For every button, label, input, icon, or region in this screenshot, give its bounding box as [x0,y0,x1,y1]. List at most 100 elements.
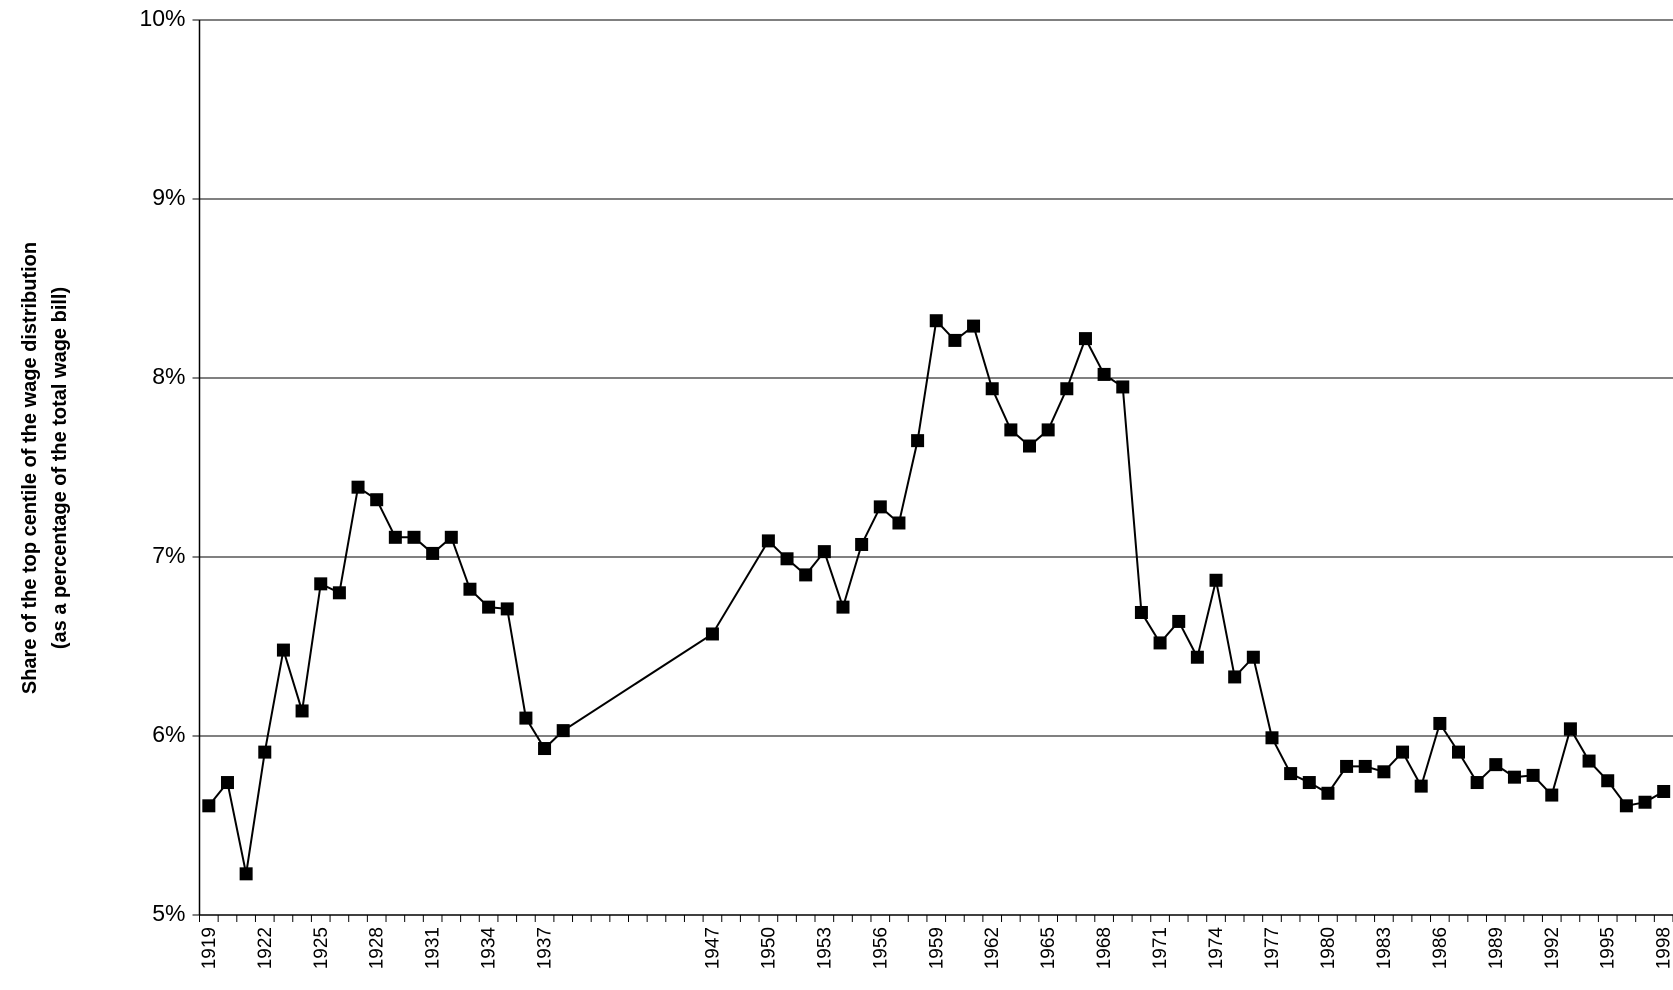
x-tick-label: 1956 [870,927,891,969]
y-tick-label: 9% [152,184,185,210]
marker [202,799,216,813]
marker [1097,367,1111,381]
y-axis-title: Share of the top centile of the wage dis… [19,242,41,694]
y-tick-label: 10% [139,5,185,31]
marker [314,577,328,591]
marker [239,867,253,881]
marker [929,314,943,328]
marker [1209,573,1223,587]
marker [388,530,402,544]
marker [1545,788,1559,802]
marker [892,516,906,530]
marker [873,500,887,514]
x-tick-label: 1998 [1654,927,1673,969]
marker [276,643,290,657]
marker [1563,722,1577,736]
line [208,318,1665,875]
x-tick-label: 1989 [1486,927,1507,969]
marker [1116,380,1130,394]
marker [332,586,346,600]
marker [1582,754,1596,768]
marker [1134,605,1148,619]
x-tick-label: 1971 [1150,927,1171,969]
marker [426,546,440,560]
marker [836,600,850,614]
x-tick-label: 1928 [367,927,388,969]
marker [295,704,309,718]
marker [1041,423,1055,437]
marker [1302,776,1316,790]
marker [1414,779,1428,793]
marker [1396,745,1410,759]
marker [1657,784,1671,798]
marker [985,382,999,396]
marker [258,745,272,759]
marker [1078,332,1092,346]
marker [1489,758,1503,772]
x-tick-label: 1931 [423,927,444,969]
y-tick-label: 6% [152,721,185,747]
x-tick-label: 1959 [926,927,947,969]
marker [500,602,514,616]
x-tick-label: 1937 [535,927,556,969]
marker [1246,650,1260,664]
marker [1507,770,1521,784]
marker [1004,423,1018,437]
marker [482,600,496,614]
marker [1470,776,1484,790]
marker [351,480,365,494]
x-tick-label: 1925 [311,927,332,969]
marker [1060,382,1074,396]
marker [1265,731,1279,745]
x-tick-label: 1922 [255,927,276,969]
marker [1638,795,1652,809]
y-tick-label: 8% [152,363,185,389]
marker [1321,786,1335,800]
marker [799,568,813,582]
marker [1340,759,1354,773]
marker [1526,768,1540,782]
marker [967,319,981,333]
x-tick-label: 1919 [199,927,220,969]
x-tick-label: 1947 [702,927,723,969]
marker [556,724,570,738]
x-tick-label: 1962 [982,927,1003,969]
x-tick-label: 1934 [479,927,500,970]
x-tick-label: 1992 [1542,927,1563,969]
marker [761,534,775,548]
x-tick-label: 1953 [814,927,835,969]
x-tick-label: 1974 [1206,927,1227,970]
marker [817,545,831,559]
y-tick-label: 7% [152,542,185,568]
x-tick-label: 1965 [1038,927,1059,969]
marker [370,493,384,507]
y-axis-title: (as a percentage of the total wage bill) [49,287,71,649]
marker [463,582,477,596]
marker [407,530,421,544]
y-tick-label: 5% [152,900,185,926]
marker [1284,767,1298,781]
marker [1601,774,1615,788]
x-tick-label: 1977 [1262,927,1283,969]
marker [519,711,533,725]
marker [1228,670,1242,684]
x-tick-label: 1986 [1430,927,1451,969]
marker [1452,745,1466,759]
x-tick-label: 1983 [1374,927,1395,969]
marker [444,530,458,544]
marker [948,333,962,347]
marker [538,742,552,756]
marker [1619,799,1633,813]
x-tick-label: 1950 [758,927,779,969]
marker [1433,716,1447,730]
x-tick-label: 1968 [1094,927,1115,969]
marker [780,552,794,566]
marker [855,537,869,551]
marker [1023,439,1037,453]
marker [1358,759,1372,773]
marker [1377,765,1391,779]
marker [911,434,925,448]
x-tick-label: 1980 [1318,927,1339,969]
